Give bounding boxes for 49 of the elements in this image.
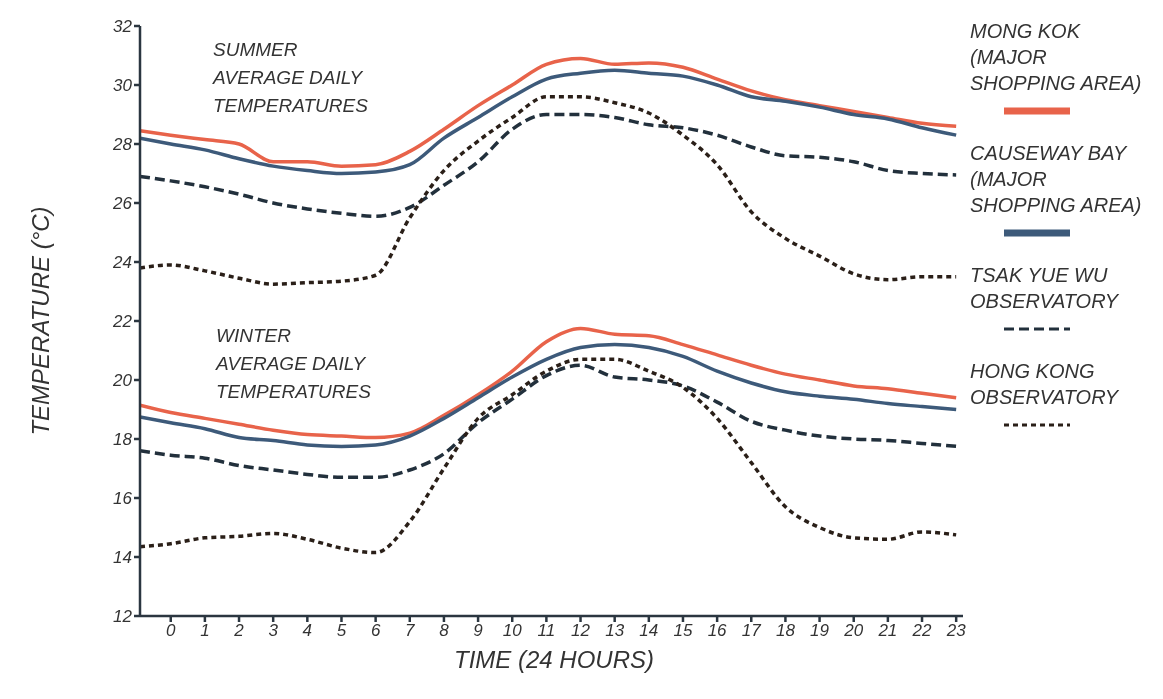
x-tick-label: 10 [502, 621, 523, 641]
x-tick-label: 5 [336, 621, 347, 641]
text: TSAK YUE WU OBSERVATORY [970, 263, 1120, 314]
x-tick-label: 22 [911, 621, 933, 641]
y-tick-label: 28 [112, 135, 133, 155]
x-tick-label: 3 [268, 621, 279, 641]
annotation: SUMMER AVERAGE DAILY TEMPERATURES [213, 38, 369, 118]
x-tick-label: 14 [639, 621, 659, 641]
x-tick-label: 21 [877, 621, 898, 641]
x-tick-label: 13 [605, 621, 625, 641]
x-tick-label: 18 [775, 621, 796, 641]
y-tick-label: 24 [112, 253, 132, 273]
x-tick-label: 0 [166, 621, 176, 641]
x-tick-label: 6 [370, 621, 381, 641]
x-tick-label: 1 [200, 621, 210, 641]
line-series [140, 342, 958, 449]
annotation: WINTER AVERAGE DAILY TEMPERATURES [216, 324, 372, 404]
y-tick-label: 30 [113, 76, 133, 96]
line-series [140, 68, 958, 176]
line-series [140, 95, 958, 286]
y-tick-label: 12 [113, 607, 133, 627]
x-tick-label: 23 [945, 621, 967, 641]
series-label: CAUSEWAY BAY (MAJOR SHOPPING AREA) [970, 141, 1143, 218]
y-tick-label: 18 [113, 430, 133, 450]
y-axis-title: TEMPERATURE (°C) [26, 206, 54, 436]
x-tick-label: 20 [843, 621, 864, 641]
y-tick-label: 22 [112, 312, 133, 332]
y-tick-label: 26 [112, 194, 133, 214]
line-series [140, 56, 958, 168]
x-tick-label: 11 [537, 621, 556, 641]
x-axis-title: TIME (24 HOURS) [453, 645, 655, 675]
x-tick-label: 15 [673, 621, 693, 641]
line-series [140, 326, 958, 440]
y-tick-label: 32 [113, 17, 133, 37]
x-tick-label: 16 [707, 621, 728, 641]
x-tick-label: 12 [571, 621, 591, 641]
x-tick-label: 2 [233, 621, 245, 641]
x-tick-label: 19 [810, 621, 830, 641]
x-tick-label: 8 [439, 621, 450, 641]
y-tick-label: 14 [113, 548, 132, 568]
series-label: MONG KOK (MAJOR SHOPPING AREA) [970, 19, 1143, 96]
text: HONG KONG OBSERVATORY [970, 359, 1120, 410]
x-tick-label: 4 [302, 621, 313, 641]
x-tick-label: 9 [473, 621, 484, 641]
x-tick-label: 7 [405, 621, 416, 641]
x-tick-label: 17 [741, 621, 762, 641]
y-tick-label: 20 [112, 371, 133, 391]
line-series [140, 357, 958, 555]
y-tick-label: 16 [113, 489, 133, 509]
